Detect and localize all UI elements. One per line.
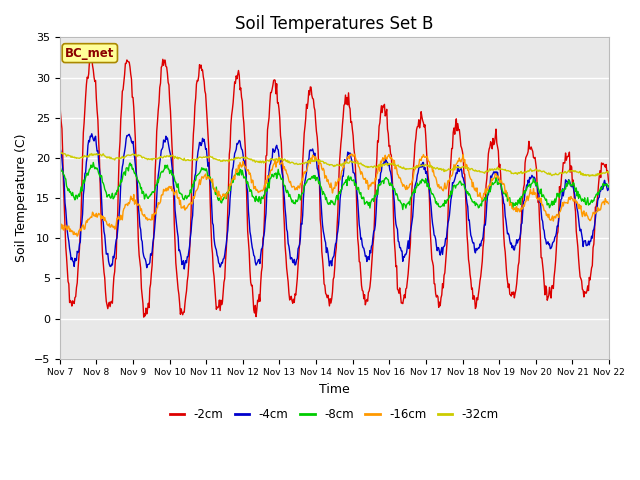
X-axis label: Time: Time xyxy=(319,383,350,396)
-4cm xyxy=(403,250,410,255)
-8cm xyxy=(123,165,131,170)
-8cm xyxy=(56,167,63,172)
-2cm xyxy=(180,310,188,315)
-2cm xyxy=(123,57,131,63)
-4cm xyxy=(66,246,74,252)
-8cm xyxy=(208,178,216,184)
-4cm xyxy=(605,184,613,190)
Y-axis label: Soil Temperature (C): Soil Temperature (C) xyxy=(15,134,28,262)
-2cm xyxy=(605,180,613,186)
-32cm xyxy=(123,152,131,158)
-2cm xyxy=(209,251,216,256)
-16cm xyxy=(208,179,216,185)
-32cm xyxy=(586,173,593,179)
-16cm xyxy=(56,224,63,229)
-16cm xyxy=(419,154,426,160)
-16cm xyxy=(179,204,186,210)
Text: BC_met: BC_met xyxy=(65,47,115,60)
Line: -16cm: -16cm xyxy=(60,154,609,236)
-32cm xyxy=(67,153,74,159)
-16cm xyxy=(348,151,355,157)
-16cm xyxy=(123,201,131,207)
-2cm xyxy=(419,118,426,123)
Title: Soil Temperatures Set B: Soil Temperatures Set B xyxy=(236,15,433,33)
-16cm xyxy=(403,182,410,188)
-4cm xyxy=(56,137,63,143)
-8cm xyxy=(399,207,406,213)
-8cm xyxy=(66,189,74,195)
-4cm xyxy=(88,131,95,137)
Legend: -2cm, -4cm, -8cm, -16cm, -32cm: -2cm, -4cm, -8cm, -16cm, -32cm xyxy=(165,403,504,426)
-16cm xyxy=(66,228,74,234)
-32cm xyxy=(208,155,216,160)
-4cm xyxy=(180,266,188,272)
-8cm xyxy=(605,182,613,188)
-32cm xyxy=(56,149,64,155)
-8cm xyxy=(403,202,410,208)
-32cm xyxy=(402,167,410,172)
-32cm xyxy=(418,162,426,168)
-16cm xyxy=(74,233,81,239)
-4cm xyxy=(179,260,186,266)
-2cm xyxy=(56,92,63,97)
-4cm xyxy=(123,132,131,138)
-8cm xyxy=(90,159,97,165)
-16cm xyxy=(605,201,613,206)
-4cm xyxy=(419,160,426,166)
Line: -2cm: -2cm xyxy=(60,56,609,317)
Line: -32cm: -32cm xyxy=(60,152,609,176)
-32cm xyxy=(56,151,63,156)
Line: -4cm: -4cm xyxy=(60,134,609,269)
-2cm xyxy=(140,314,148,320)
-32cm xyxy=(179,157,186,163)
-2cm xyxy=(403,285,410,291)
-2cm xyxy=(88,53,95,59)
-8cm xyxy=(179,195,186,201)
-8cm xyxy=(419,177,426,182)
-32cm xyxy=(605,169,613,175)
-2cm xyxy=(66,300,74,305)
Line: -8cm: -8cm xyxy=(60,162,609,210)
-4cm xyxy=(209,220,216,226)
